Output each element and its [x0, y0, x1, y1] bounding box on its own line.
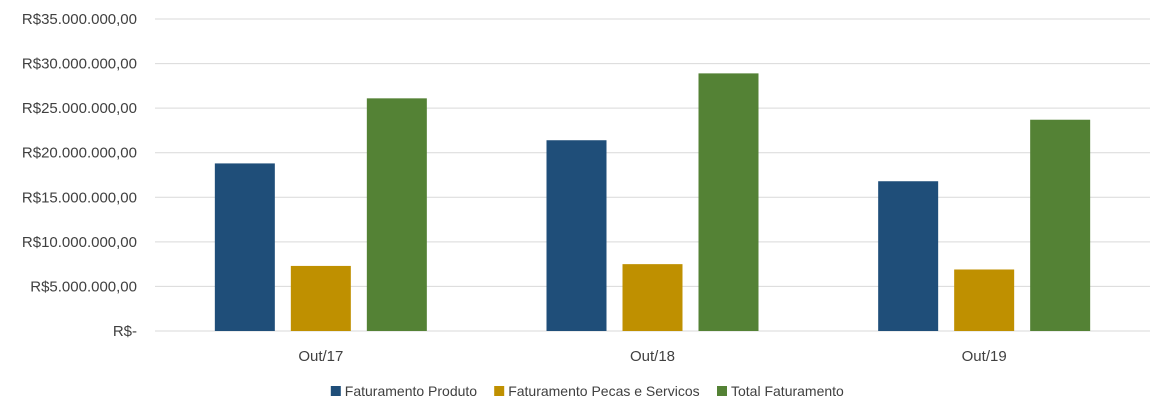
x-tick-label: Out/18: [630, 348, 675, 365]
y-tick-label: R$30.000.000,00: [22, 56, 137, 73]
y-axis: R$- R$5.000.000,00 R$10.000.000,00 R$15.000…: [22, 11, 137, 340]
bar: [878, 181, 939, 331]
y-tick-label: R$5.000.000,00: [30, 278, 137, 295]
legend-label: Faturamento Pecas e Servicos: [508, 383, 699, 399]
legend-item: Faturamento Pecas e Servicos: [494, 383, 700, 399]
legend-item: Faturamento Produto: [330, 383, 478, 399]
bar: [1030, 119, 1091, 331]
y-tick-label: R$15.000.000,00: [22, 189, 137, 206]
bar: [622, 264, 683, 331]
legend: Faturamento Produto Faturamento Pecas e S…: [330, 383, 844, 399]
x-tick-label: Out/19: [962, 348, 1007, 365]
bar: [214, 163, 275, 331]
y-tick-label: R$10.000.000,00: [22, 234, 137, 251]
x-tick-label: Out/17: [298, 348, 343, 365]
bar: [366, 98, 427, 331]
bar: [290, 265, 351, 331]
legend-swatch: [494, 386, 505, 396]
y-tick-label: R$35.000.000,00: [22, 11, 137, 28]
legend-item: Total Faturamento: [717, 383, 844, 399]
legend-swatch: [717, 386, 727, 396]
bar: [698, 73, 759, 332]
legend-swatch: [330, 386, 341, 396]
bar: [954, 269, 1015, 331]
legend-label: Faturamento Produto: [345, 383, 478, 399]
y-tick-label: R$25.000.000,00: [22, 100, 137, 117]
y-tick-label: R$-: [113, 323, 137, 340]
legend-label: Total Faturamento: [731, 383, 844, 399]
bar: [546, 140, 607, 331]
x-axis: Out/17 Out/18 Out/19: [298, 348, 1006, 365]
y-tick-label: R$20.000.000,00: [22, 145, 137, 162]
bars: [214, 73, 1091, 332]
